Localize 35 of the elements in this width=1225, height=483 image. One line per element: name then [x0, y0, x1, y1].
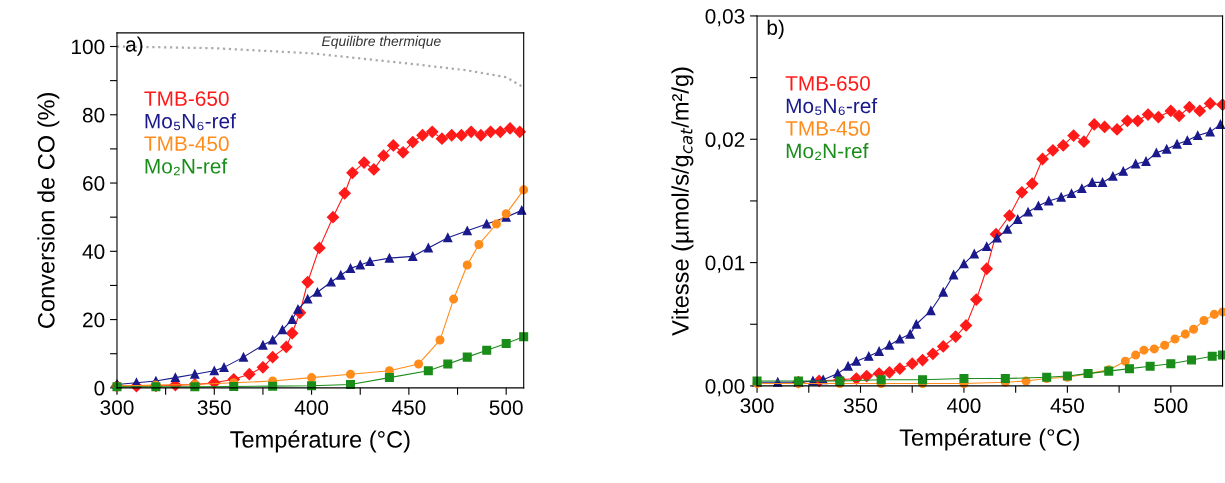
x-tick-label: 500 — [489, 400, 523, 415]
annotation: a) — [126, 36, 143, 56]
y-tick-label: 0,03 — [705, 8, 745, 27]
annotation: Equilibre thermique — [321, 35, 441, 49]
y-axis-title: Conversion de CO (%) — [37, 93, 60, 328]
y-tick-label: 40 — [82, 244, 105, 260]
text: Mo₅N₆-ref — [786, 97, 878, 115]
x-tick-label: 500 — [1154, 398, 1188, 414]
text: TMB-450 — [785, 121, 870, 136]
y-tick-label: 100 — [72, 39, 105, 55]
text: Mo₅N₆-ref — [145, 113, 236, 131]
x-tick-label: 400 — [947, 398, 981, 414]
y-tick-label: 0 — [94, 380, 105, 396]
y-tick-label: 60 — [83, 176, 105, 191]
y-axis-title: Vitesse (µmol/s/g$_{cat}$/m²/g) — [671, 67, 694, 336]
x-tick-label: 450 — [391, 400, 426, 415]
x-tick-label: 450 — [1050, 398, 1084, 414]
annotation: b) — [767, 19, 784, 40]
y-tick-label: 0,00 — [705, 378, 745, 397]
x-tick-label: 350 — [843, 398, 878, 414]
x-tick-label: 300 — [740, 398, 774, 414]
text: TMB-450 — [144, 136, 229, 152]
x-axis-title: Température (°C) — [230, 430, 410, 453]
x-axis-title: Température (°C) — [899, 428, 1079, 451]
y-tick-label: 0,02 — [705, 132, 745, 150]
y-tick-label: 20 — [83, 312, 105, 328]
y-tick-label: 80 — [82, 107, 105, 123]
y-tick-label: 0,01 — [705, 255, 745, 273]
x-tick-label: 300 — [100, 400, 134, 415]
text: TMB-650 — [785, 75, 870, 91]
x-tick-label: 350 — [197, 400, 231, 415]
text: Mo₂N-ref — [145, 158, 228, 176]
text: TMB-650 — [144, 91, 229, 106]
x-tick-label: 400 — [294, 400, 329, 415]
text: Mo₂N-ref — [786, 143, 869, 160]
